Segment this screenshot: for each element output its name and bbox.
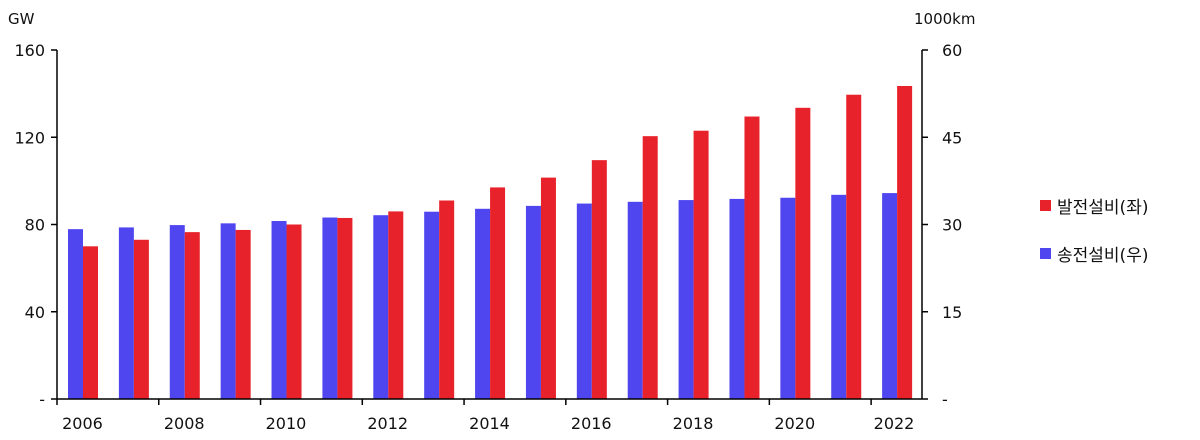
bar-transmission-2007 <box>118 227 134 399</box>
bar-transmission-2015 <box>525 205 541 399</box>
left-axis-unit: GW <box>8 10 35 28</box>
bar-generation-2008 <box>184 232 200 399</box>
bar-generation-2009 <box>235 229 251 399</box>
bar-transmission-2019 <box>729 198 745 399</box>
bar-transmission-2014 <box>475 208 491 399</box>
legend-swatch-generation <box>1040 199 1051 211</box>
left-tick-label: 160 <box>14 41 45 60</box>
bar-generation-2010 <box>286 224 302 399</box>
legend: 발전설비(좌) 송전설비(우) <box>1040 192 1148 288</box>
bar-generation-2020 <box>795 107 811 399</box>
left-tick-label: 120 <box>14 128 45 147</box>
bar-transmission-2006 <box>68 229 83 399</box>
bar-generation-2015 <box>540 177 556 399</box>
right-tick-label: 15 <box>942 303 962 322</box>
legend-label-transmission: 송전설비(우) <box>1057 245 1149 266</box>
bar-transmission-2012 <box>373 215 389 399</box>
bar-generation-2016 <box>591 160 607 399</box>
right-axis-unit: 1000km <box>914 10 975 28</box>
x-tick-label: 2014 <box>469 414 510 433</box>
bar-generation-2017 <box>642 136 658 400</box>
bar-transmission-2021 <box>831 194 847 399</box>
bar-generation-2013 <box>439 200 455 399</box>
bar-transmission-2011 <box>322 217 338 399</box>
right-tick-label: 30 <box>942 216 962 235</box>
bar-generation-2018 <box>693 130 709 400</box>
bar-generation-2006 <box>83 246 98 399</box>
x-tick-label: 2020 <box>774 414 815 433</box>
left-tick-label: - <box>39 390 45 409</box>
x-tick-label: 2012 <box>367 414 408 433</box>
right-tick-label: 60 <box>942 41 962 60</box>
bar-transmission-2022 <box>882 193 898 399</box>
bar-transmission-2008 <box>169 225 185 399</box>
x-tick-label: 2006 <box>62 414 103 433</box>
x-tick-label: 2016 <box>571 414 612 433</box>
bar-transmission-2020 <box>780 197 796 399</box>
right-tick-label: 45 <box>942 128 962 147</box>
bar-generation-2011 <box>337 217 353 399</box>
bar-transmission-2017 <box>627 201 643 399</box>
legend-label-generation: 발전설비(좌) <box>1057 197 1149 218</box>
bar-generation-2012 <box>388 211 404 399</box>
bar-generation-2019 <box>744 116 760 399</box>
bar-transmission-2010 <box>271 221 287 399</box>
bar-transmission-2013 <box>424 211 440 399</box>
bar-generation-2021 <box>846 94 862 399</box>
x-tick-label: 2022 <box>874 414 915 433</box>
right-tick-label: - <box>942 390 948 409</box>
bar-transmission-2018 <box>678 200 694 399</box>
x-tick-label: 2018 <box>673 414 714 433</box>
x-tick-label: 2008 <box>164 414 205 433</box>
bar-transmission-2009 <box>220 223 236 399</box>
bar-generation-2007 <box>133 239 149 399</box>
legend-swatch-transmission <box>1040 247 1051 259</box>
legend-item-transmission: 송전설비(우) <box>1040 240 1148 266</box>
bar-generation-2014 <box>490 187 506 399</box>
left-tick-label: 40 <box>25 303 45 322</box>
legend-item-generation: 발전설비(좌) <box>1040 192 1148 218</box>
x-tick-label: 2010 <box>266 414 307 433</box>
bar-transmission-2016 <box>576 203 592 399</box>
bar-generation-2022 <box>897 85 913 399</box>
left-tick-label: 80 <box>25 216 45 235</box>
